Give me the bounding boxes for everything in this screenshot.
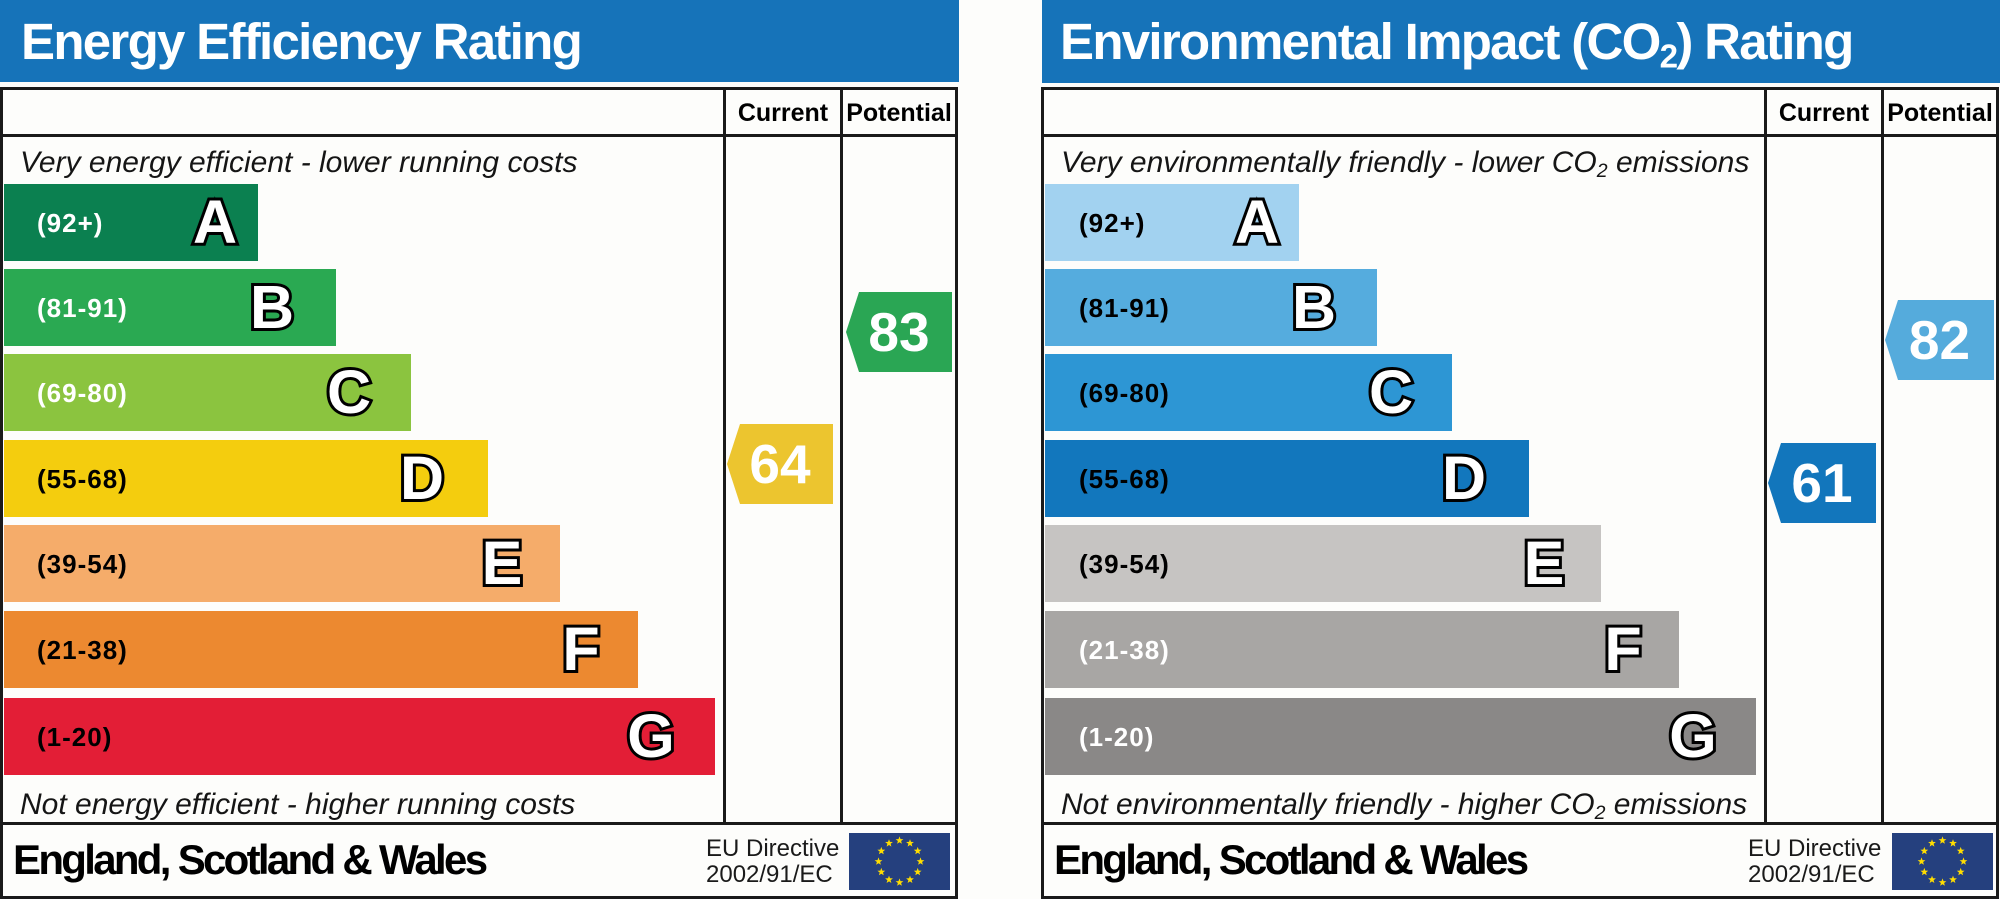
svg-text:G: G xyxy=(1669,702,1716,770)
svg-text:B: B xyxy=(1292,273,1336,341)
svg-text:A: A xyxy=(1235,188,1279,256)
svg-text:C: C xyxy=(327,358,371,426)
svg-text:G: G xyxy=(627,702,674,770)
svg-text:E: E xyxy=(1524,529,1565,597)
svg-text:D: D xyxy=(1442,444,1486,512)
svg-text:D: D xyxy=(400,444,444,512)
svg-text:A: A xyxy=(193,188,237,256)
svg-text:C: C xyxy=(1369,358,1413,426)
svg-text:E: E xyxy=(482,529,523,597)
svg-text:F: F xyxy=(1604,615,1641,683)
svg-text:F: F xyxy=(562,615,599,683)
svg-text:B: B xyxy=(250,273,294,341)
